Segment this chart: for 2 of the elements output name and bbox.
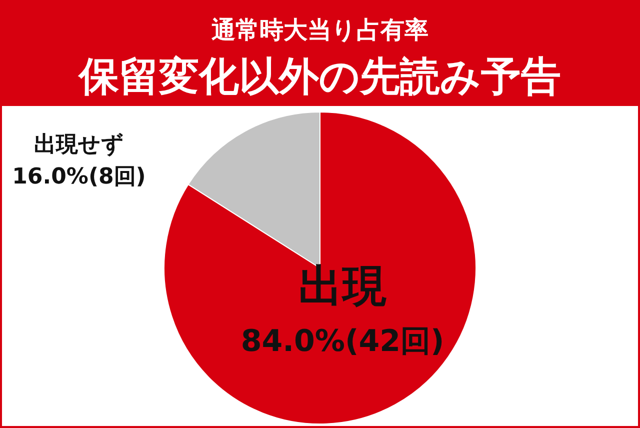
subtitle: 保留変化以外の先読み予告	[79, 54, 561, 100]
title: 通常時大当り占有率	[212, 16, 428, 44]
